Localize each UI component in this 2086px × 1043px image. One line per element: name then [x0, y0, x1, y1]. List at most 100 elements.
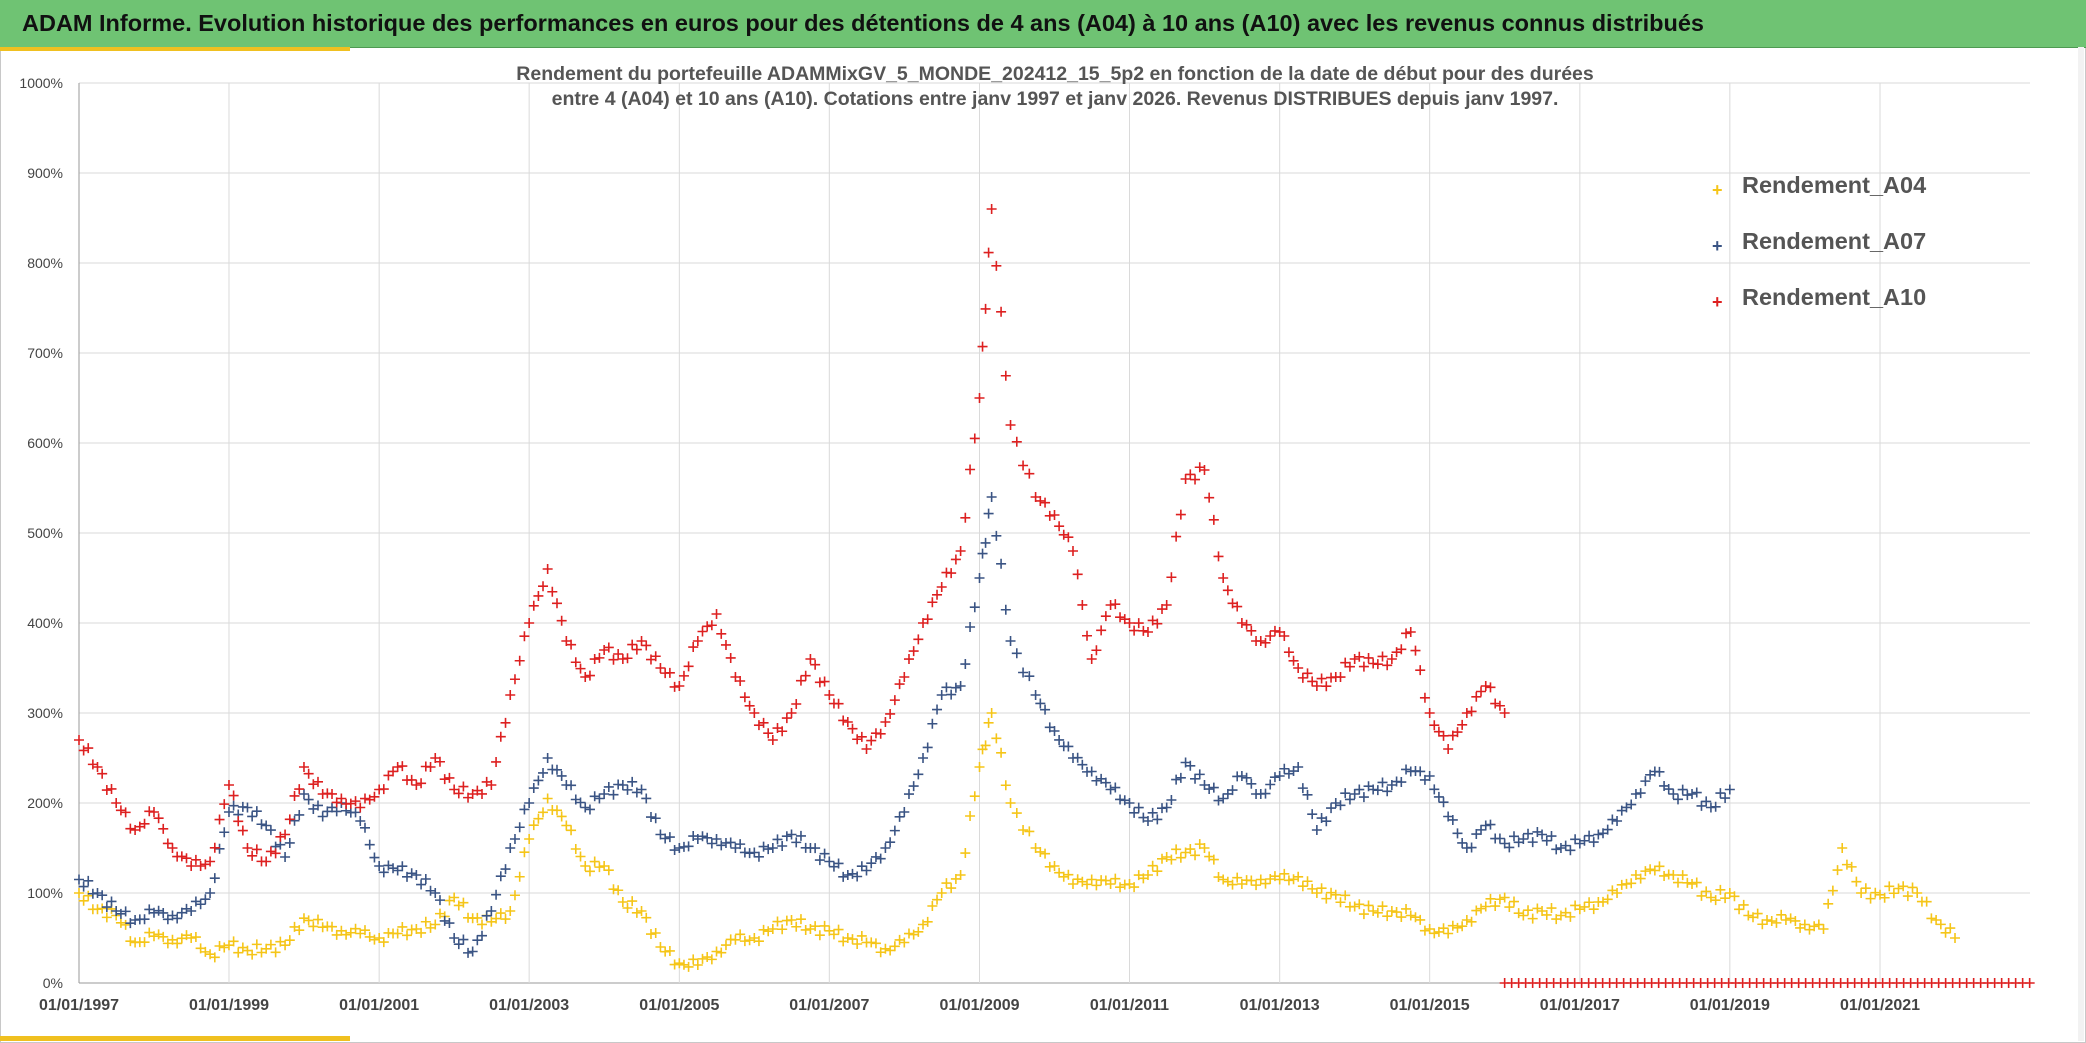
point-a10	[1082, 630, 1093, 641]
point-a07	[1485, 819, 1496, 830]
point-a04	[420, 916, 431, 927]
point-a07	[1720, 793, 1731, 804]
point-a04	[1579, 901, 1590, 912]
point-a04	[880, 943, 891, 954]
point-a04	[1040, 848, 1051, 859]
point-a10	[280, 829, 291, 840]
point-a10	[1072, 569, 1083, 580]
point-a10	[519, 631, 530, 642]
point-a07	[1401, 764, 1412, 775]
point-a10	[1152, 618, 1163, 629]
point-a10	[594, 652, 605, 663]
x-tick-label: 01/01/2011	[1090, 997, 1169, 1014]
point-a07	[1584, 830, 1595, 841]
point-a04	[477, 919, 487, 930]
point-a04	[1799, 919, 1810, 930]
point-a10	[111, 798, 122, 808]
point-a07	[814, 855, 825, 866]
point-a04	[1199, 843, 1210, 853]
point-a07	[927, 718, 938, 729]
point-a04	[1316, 883, 1327, 894]
point-a10	[275, 831, 286, 842]
point-a04	[1907, 882, 1918, 893]
point-a07	[1447, 814, 1458, 825]
point-a10	[847, 723, 858, 734]
point-a10	[866, 735, 877, 746]
point-a04	[1523, 905, 1534, 916]
point-a04	[986, 708, 997, 718]
point-a07	[1710, 801, 1721, 812]
point-a07	[477, 930, 487, 941]
point-a04	[1391, 907, 1402, 918]
point-a07	[251, 806, 262, 817]
point-a07	[960, 659, 971, 670]
point-a07	[209, 873, 220, 884]
point-a07	[1218, 793, 1229, 804]
point-a10	[1480, 681, 1491, 691]
point-a07	[331, 806, 342, 817]
point-a04	[397, 921, 408, 932]
point-a07	[1509, 831, 1519, 842]
point-a07	[1166, 795, 1177, 806]
point-a10	[1438, 730, 1449, 741]
point-a07	[969, 602, 980, 613]
point-a07	[852, 871, 863, 882]
point-a10	[1091, 645, 1102, 656]
point-a04	[378, 937, 389, 948]
point-a07	[242, 802, 253, 813]
point-a10	[477, 788, 487, 799]
point-a07	[481, 910, 492, 921]
point-a04	[974, 762, 985, 772]
point-a10	[885, 708, 896, 719]
point-a10	[1354, 651, 1365, 662]
y-tick-label: 700%	[27, 345, 63, 361]
point-a04	[1865, 893, 1876, 904]
point-a10	[1344, 661, 1355, 672]
point-a04	[491, 913, 502, 924]
point-a07	[420, 873, 431, 884]
point-a10	[1190, 474, 1201, 485]
point-a10	[1067, 546, 1078, 556]
y-tick-label: 0%	[43, 975, 63, 991]
point-a04	[1232, 872, 1243, 883]
x-tick-label: 01/01/2005	[639, 997, 719, 1014]
point-a07	[861, 865, 872, 876]
point-a07	[355, 816, 366, 826]
point-a04	[1297, 881, 1308, 892]
point-a07	[97, 890, 108, 901]
point-a04	[556, 811, 567, 822]
point-a10	[1204, 492, 1215, 503]
point-a10	[781, 713, 792, 724]
point-a04	[1326, 887, 1337, 898]
point-a04	[1494, 894, 1505, 905]
point-a10	[955, 546, 966, 556]
point-a07	[1147, 807, 1158, 818]
point-a10	[810, 659, 821, 670]
point-a04	[613, 885, 624, 896]
point-a04	[753, 936, 764, 947]
point-a10	[336, 793, 347, 804]
point-a04	[158, 931, 169, 942]
point-a07	[542, 753, 553, 763]
point-a07	[1302, 789, 1313, 800]
point-a04	[1766, 916, 1777, 927]
point-a07	[838, 871, 849, 882]
point-a04	[1401, 903, 1412, 914]
point-a04	[1565, 911, 1576, 922]
point-a04	[1935, 919, 1946, 930]
point-a04	[350, 923, 361, 934]
point-a10	[106, 783, 117, 794]
point-a07	[1635, 788, 1646, 799]
point-a10	[875, 728, 886, 739]
point-a04	[219, 942, 230, 953]
point-a04	[996, 747, 1007, 758]
point-a10	[1011, 436, 1022, 447]
point-a07	[716, 840, 727, 851]
point-a10	[392, 762, 403, 772]
point-a04	[1410, 912, 1421, 923]
y-tick-label: 100%	[27, 885, 63, 901]
point-a10	[1213, 551, 1224, 562]
point-a07	[1072, 752, 1083, 763]
point-a04	[1382, 911, 1393, 922]
point-a10	[1405, 627, 1416, 637]
